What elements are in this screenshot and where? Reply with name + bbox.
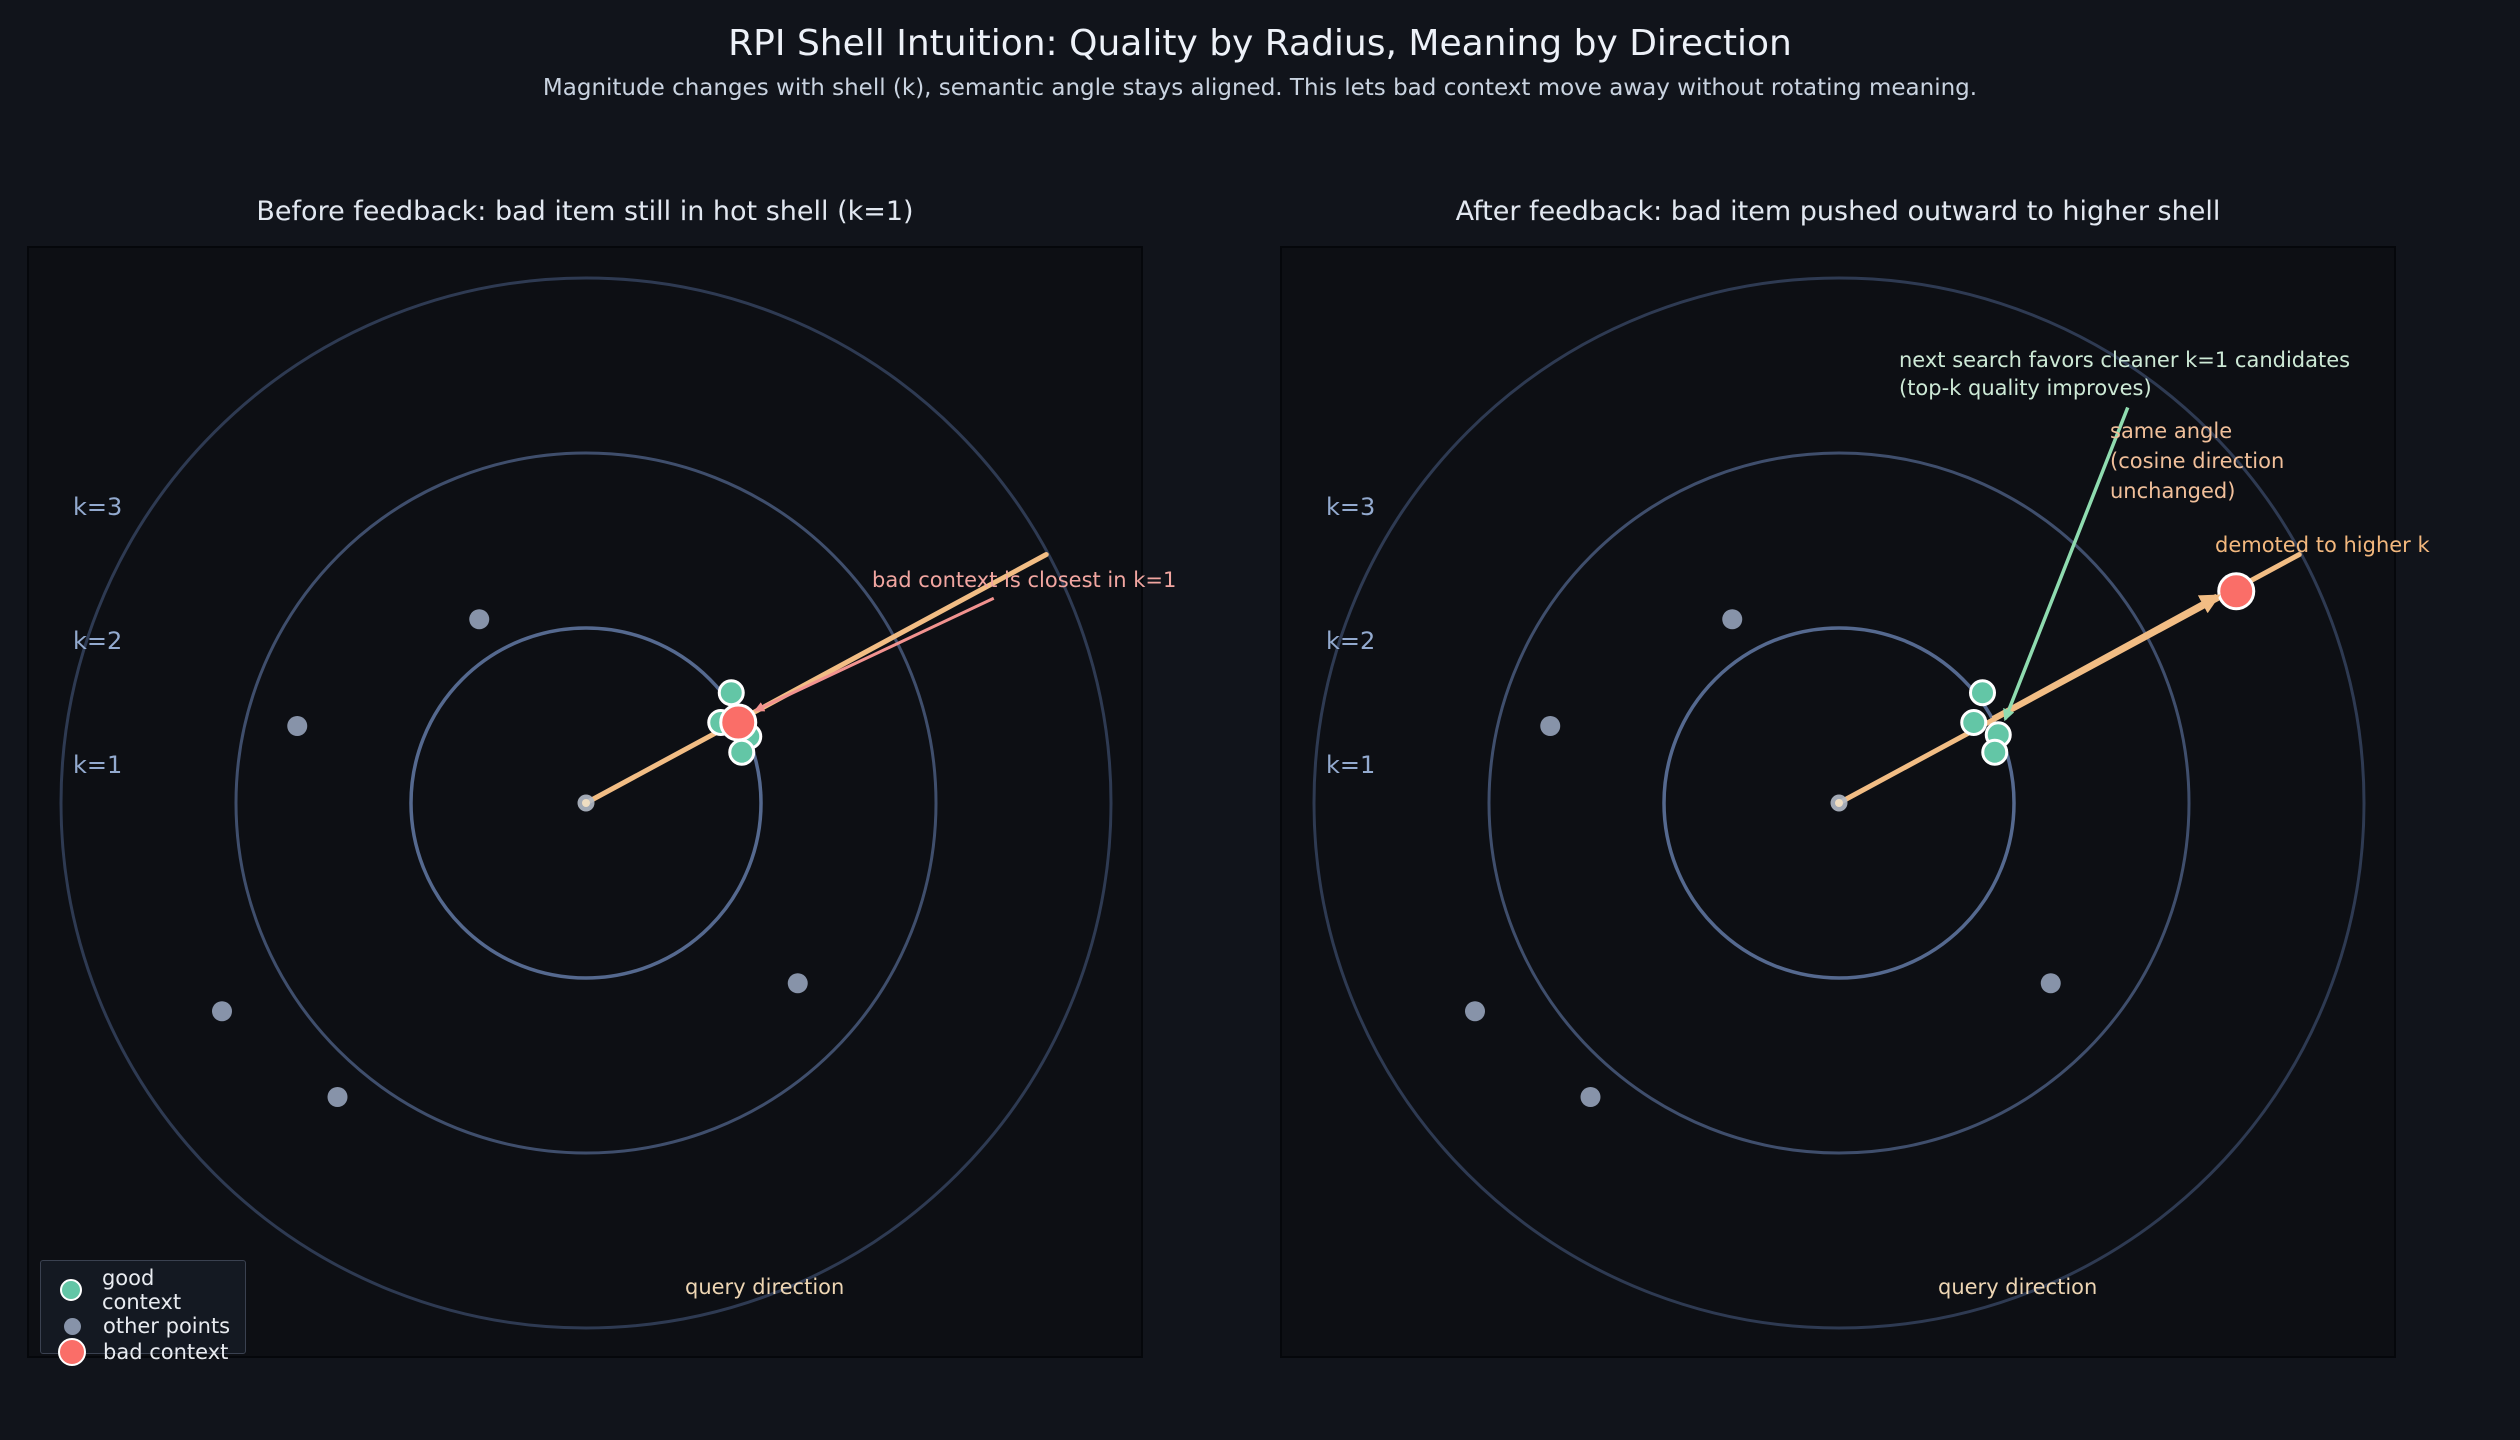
demoted-annotation: demoted to higher k [2215, 533, 2430, 557]
other-points-point [1722, 609, 1743, 630]
bad-context-pointer [753, 596, 995, 712]
other-points-point [287, 716, 308, 736]
other-points-swatch-box [49, 1317, 95, 1335]
other-points-point [327, 1087, 348, 1107]
legend: good context other points bad context [40, 1260, 246, 1366]
figure-subtitle: Magnitude changes with shell (k), semant… [542, 75, 1978, 101]
other-points-point [1580, 1087, 1601, 1107]
good-context-point [717, 679, 745, 707]
other-points-marker-icon [63, 1317, 81, 1335]
legend-label-other-points: other points [103, 1314, 231, 1338]
before-feedback-panel: k=3 k=2 k=1 bad context is closest in k=… [27, 246, 1176, 1366]
shell-circle-k=1 [409, 626, 763, 980]
shell-label-k1: k=1 [1326, 751, 1376, 779]
same-angle-annotation: same angle (cosine direction unchanged) [2110, 419, 2285, 503]
shell-label-k1: k=1 [73, 751, 123, 779]
demotion-arrow [1991, 593, 2221, 722]
legend-row-bad-context: bad context [49, 1338, 237, 1366]
figure-title: RPI Shell Intuition: Quality by Radius, … [728, 23, 1792, 64]
shell-label-k2: k=2 [73, 627, 123, 655]
bad-context-point [2217, 572, 2256, 611]
shell-label-k3: k=3 [1326, 493, 1376, 521]
shell-label-k3: k=3 [73, 493, 123, 521]
after-feedback-panel: k=3 k=2 k=1 next search favors cleaner k… [1280, 246, 2430, 1358]
query-direction-label: query direction [1938, 1275, 2098, 1299]
right-panel-title: After feedback: bad item pushed outward … [1455, 196, 2221, 227]
good-context-point [728, 738, 756, 766]
other-points-point [1465, 1001, 1485, 1022]
shell-circle-k=3 [1312, 276, 2366, 1330]
shell-circle-k=2 [234, 451, 938, 1155]
shell-circle-k=2 [1487, 451, 2191, 1155]
other-points-point [787, 973, 808, 994]
good-context-swatch-box [49, 1279, 94, 1301]
query-direction-label: query direction [685, 1275, 845, 1299]
legend-row-good-context: good context [49, 1266, 237, 1314]
left-panel-title: Before feedback: bad item still in hot s… [256, 196, 914, 227]
same-angle-arrow [2003, 406, 2130, 722]
after-feedback-plot [1312, 276, 2366, 1330]
other-points-point [469, 609, 490, 630]
other-points-point [1540, 716, 1561, 736]
query-direction-arrow [583, 552, 1049, 806]
next-search-annotation: next search favors cleaner k=1 candidate… [1899, 348, 2351, 400]
bad-context-swatch-box [49, 1338, 95, 1366]
before-feedback-plot [59, 276, 1113, 1330]
shell-circle-k=1 [1662, 626, 2016, 980]
good-context-point [1969, 679, 1996, 707]
legend-label-bad-context: bad context [103, 1340, 229, 1364]
query-origin-center-dot [582, 799, 590, 807]
bad-context-annotation: bad context is closest in k=1 [872, 568, 1177, 592]
bad-context-point [719, 703, 758, 742]
other-points-point [212, 1001, 232, 1022]
legend-row-other-points: other points [49, 1314, 237, 1338]
shell-label-k2: k=2 [1326, 627, 1376, 655]
query-origin-center-dot [1835, 799, 1843, 807]
other-points-point [2040, 973, 2061, 994]
bad-context-marker-icon [58, 1338, 86, 1366]
good-context-point [1981, 738, 2009, 766]
good-context-point [1960, 709, 1988, 736]
legend-label-good-context: good context [101, 1266, 182, 1314]
shell-circle-k=3 [59, 276, 1113, 1330]
good-context-marker-icon [60, 1279, 83, 1301]
